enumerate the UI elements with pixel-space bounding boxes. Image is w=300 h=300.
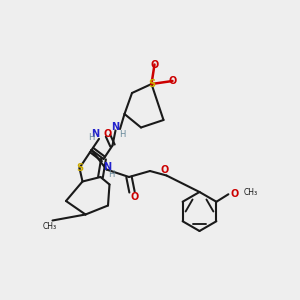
Text: O: O [161,165,169,175]
Text: H: H [108,170,114,179]
Text: CH₃: CH₃ [42,222,57,231]
Text: S: S [76,163,83,173]
Text: H: H [119,130,125,139]
Text: N: N [91,129,99,140]
Text: S: S [148,79,155,89]
Text: O: O [168,76,177,86]
Text: O: O [230,189,238,199]
Text: N: N [103,161,111,172]
Text: O: O [131,191,139,202]
Text: H: H [88,133,95,142]
Text: O: O [104,129,112,139]
Text: CH₃: CH₃ [243,188,257,197]
Text: O: O [150,59,159,70]
Text: N: N [111,122,120,133]
